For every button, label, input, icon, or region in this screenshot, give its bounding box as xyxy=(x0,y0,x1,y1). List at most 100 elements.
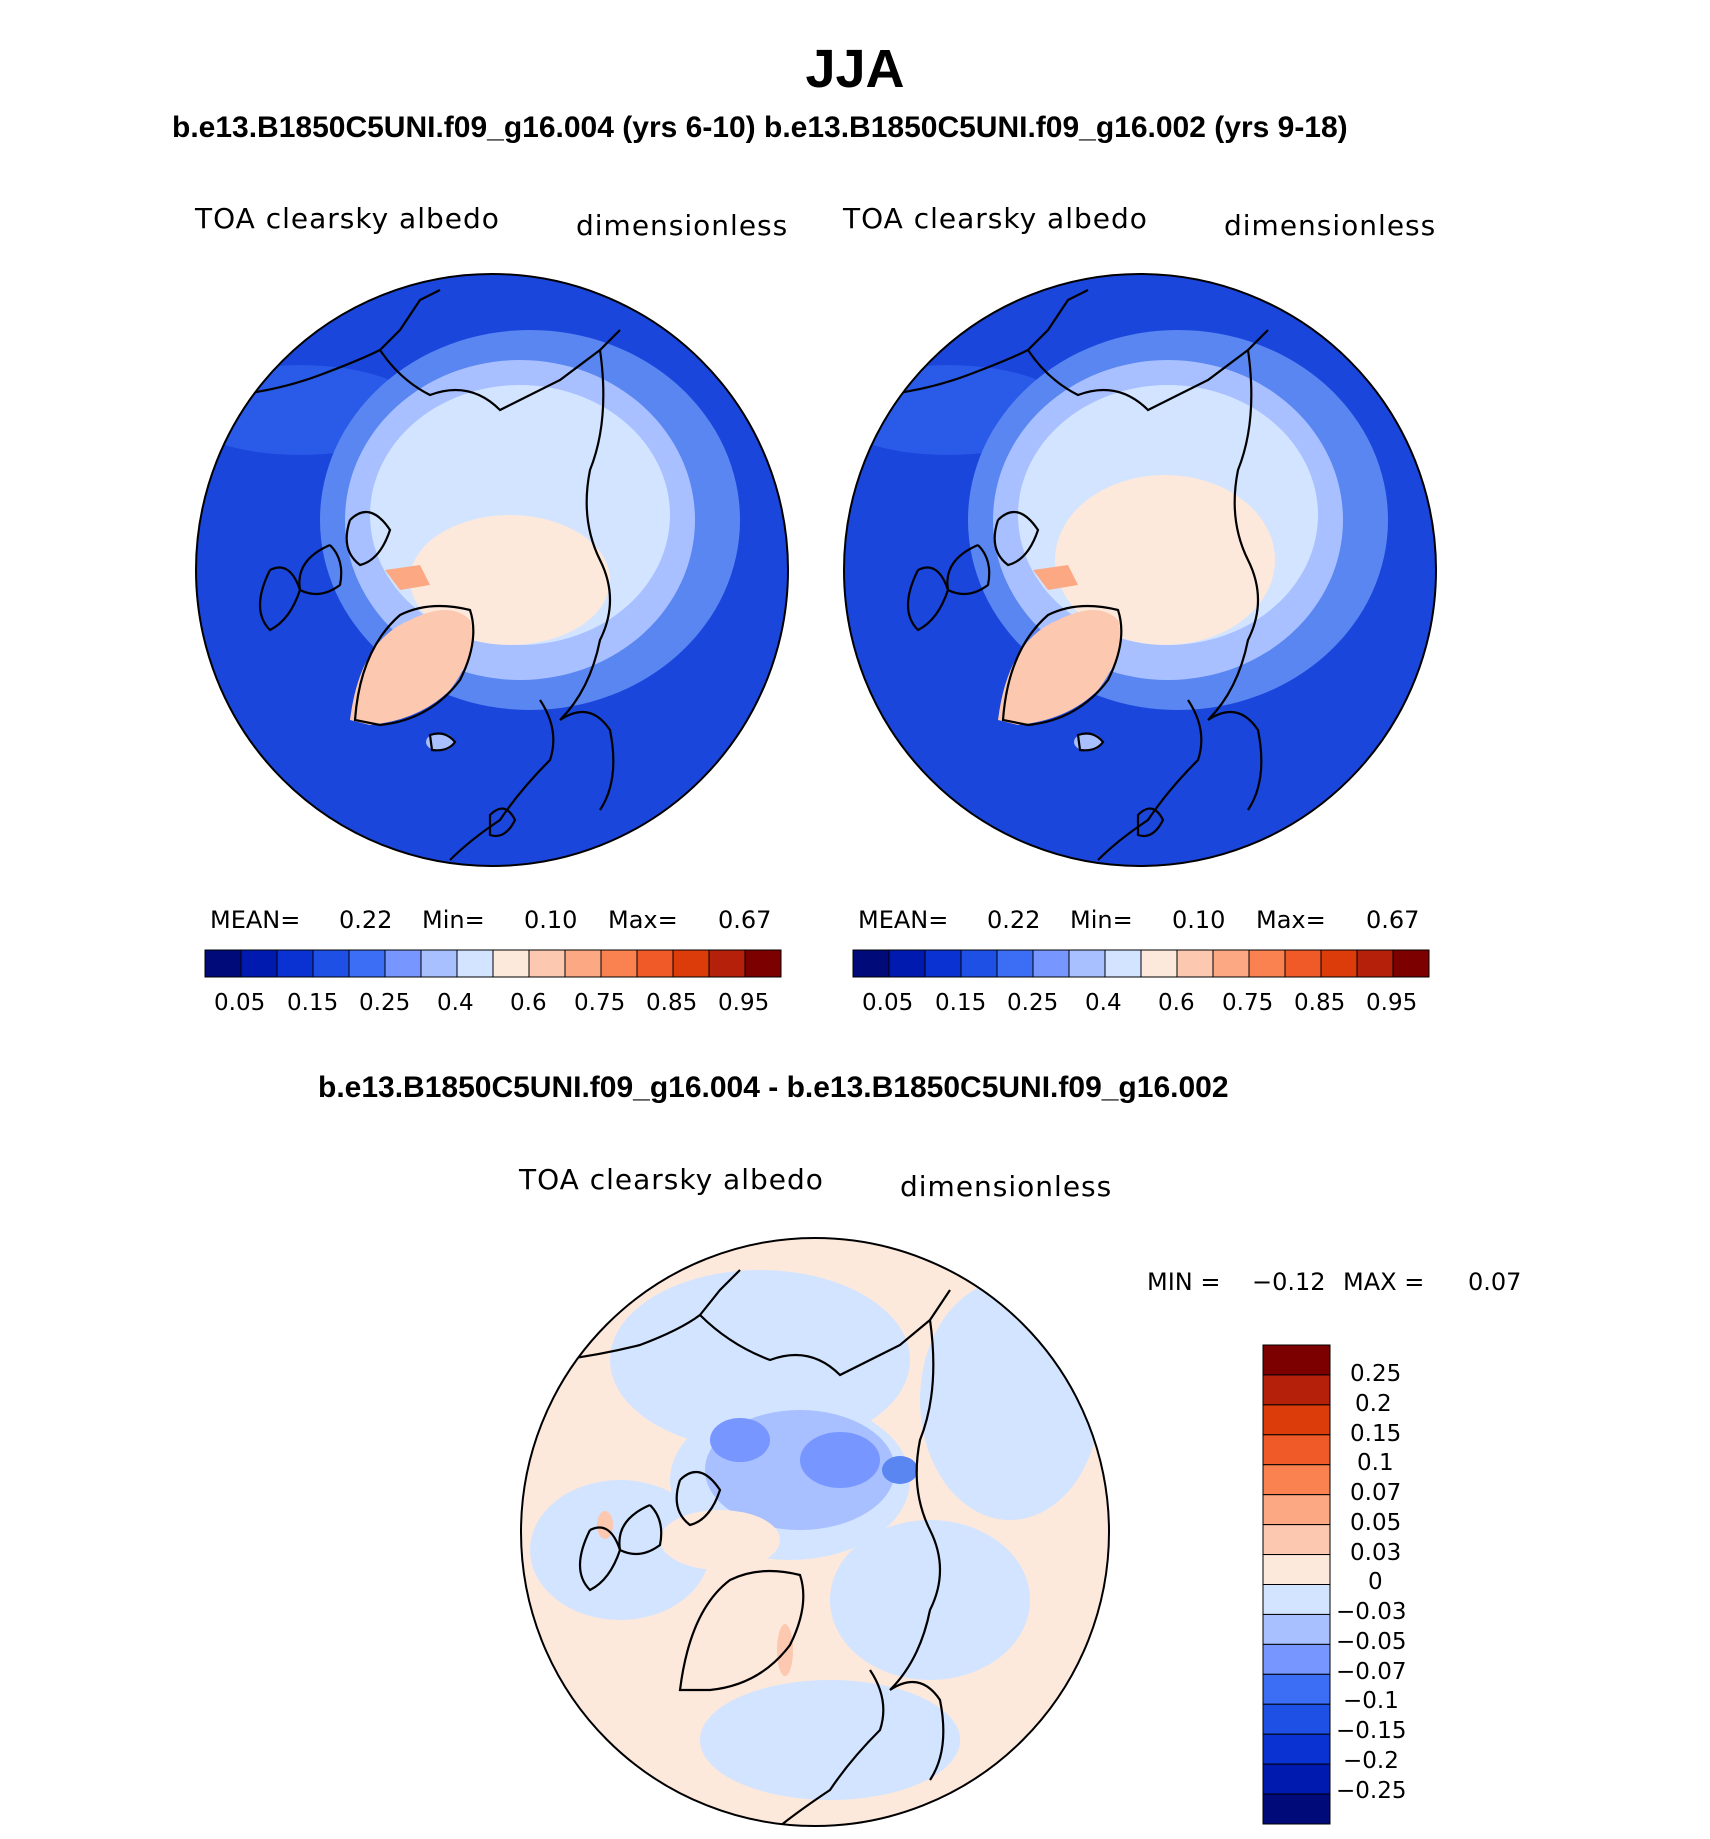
colorbar-swatch xyxy=(1262,1613,1331,1645)
colorbar-swatch xyxy=(528,949,566,978)
panel2-units-label: dimensionless xyxy=(1224,209,1437,242)
colorbar-swatch xyxy=(384,949,422,978)
colorbar-swatch xyxy=(1356,949,1394,978)
colorbar-swatch xyxy=(1262,1434,1331,1466)
colorbar-tick: −0.2 xyxy=(1343,1748,1399,1774)
colorbar-swatch xyxy=(1140,949,1178,978)
colorbar-swatch xyxy=(1176,949,1214,978)
colorbar-tick: 0.6 xyxy=(510,990,547,1016)
colorbar-tick: 0.03 xyxy=(1350,1540,1402,1566)
difference-units-label: dimensionless xyxy=(900,1170,1113,1203)
colorbar-swatch xyxy=(1104,949,1142,978)
colorbar-swatch xyxy=(852,949,890,978)
colorbar-tick: 0 xyxy=(1368,1569,1383,1595)
colorbar-swatch xyxy=(1068,949,1106,978)
panel1-max-value: 0.67 xyxy=(718,906,772,934)
colorbar-swatch xyxy=(1262,1643,1331,1675)
difference-variable-label: TOA clearsky albedo xyxy=(519,1163,824,1196)
colorbar-tick: 0.15 xyxy=(935,990,987,1016)
colorbar-swatch xyxy=(708,949,746,978)
colorbar-swatch xyxy=(1262,1524,1331,1556)
colorbar-swatch xyxy=(1262,1763,1331,1795)
colorbar-swatch xyxy=(1262,1464,1331,1496)
colorbar-swatch xyxy=(960,949,998,978)
panel1-colorbar xyxy=(204,949,782,978)
colorbar-tick: −0.25 xyxy=(1336,1778,1407,1804)
panel1-mean-label: MEAN= xyxy=(210,906,301,934)
panel2-polar-map xyxy=(843,273,1437,867)
colorbar-swatch xyxy=(1262,1374,1331,1406)
difference-colorbar xyxy=(1262,1344,1331,1825)
colorbar-tick: −0.05 xyxy=(1336,1629,1407,1655)
colorbar-swatch xyxy=(276,949,314,978)
panel2-max-label: Max= xyxy=(1256,906,1326,934)
colorbar-swatch xyxy=(636,949,674,978)
colorbar-swatch xyxy=(1248,949,1286,978)
colorbar-swatch xyxy=(564,949,602,978)
panel1-min-value: 0.10 xyxy=(524,906,578,934)
panel1-mean-value: 0.22 xyxy=(339,906,393,934)
colorbar-swatch xyxy=(1262,1554,1331,1585)
figure-subtitle: b.e13.B1850C5UNI.f09_g16.004 (yrs 6-10) … xyxy=(172,111,1348,144)
difference-max-label: MAX = xyxy=(1343,1268,1425,1296)
colorbar-tick: 0.6 xyxy=(1158,990,1195,1016)
colorbar-tick: 0.05 xyxy=(214,990,266,1016)
colorbar-tick: 0.75 xyxy=(1222,990,1274,1016)
difference-min-value: −0.12 xyxy=(1252,1268,1326,1296)
colorbar-swatch xyxy=(1262,1584,1331,1615)
colorbar-tick: 0.25 xyxy=(1007,990,1059,1016)
colorbar-tick: −0.1 xyxy=(1343,1688,1399,1714)
colorbar-swatch xyxy=(1262,1344,1331,1376)
colorbar-swatch xyxy=(1320,949,1358,978)
colorbar-swatch xyxy=(204,949,242,978)
colorbar-tick: 0.07 xyxy=(1350,1480,1402,1506)
colorbar-tick: 0.4 xyxy=(1085,990,1122,1016)
panel2-mean-value: 0.22 xyxy=(987,906,1041,934)
colorbar-tick: 0.25 xyxy=(1350,1361,1402,1387)
colorbar-tick: 0.2 xyxy=(1355,1391,1392,1417)
colorbar-tick: −0.03 xyxy=(1336,1599,1407,1625)
colorbar-tick: 0.85 xyxy=(646,990,698,1016)
colorbar-tick: 0.85 xyxy=(1294,990,1346,1016)
difference-max-value: 0.07 xyxy=(1468,1268,1522,1296)
colorbar-tick: 0.15 xyxy=(1350,1421,1402,1447)
colorbar-tick: 0.15 xyxy=(287,990,339,1016)
colorbar-tick: 0.75 xyxy=(574,990,626,1016)
colorbar-swatch xyxy=(348,949,386,978)
colorbar-tick: 0.1 xyxy=(1357,1450,1394,1476)
panel2-variable-label: TOA clearsky albedo xyxy=(843,202,1148,235)
panel2-colorbar xyxy=(852,949,1430,978)
colorbar-tick: 0.25 xyxy=(359,990,411,1016)
panel1-min-label: Min= xyxy=(422,906,485,934)
colorbar-swatch xyxy=(888,949,926,978)
colorbar-swatch xyxy=(672,949,710,978)
colorbar-swatch xyxy=(1212,949,1250,978)
colorbar-swatch xyxy=(1262,1494,1331,1526)
panel2-mean-label: MEAN= xyxy=(858,906,949,934)
colorbar-swatch xyxy=(1262,1793,1331,1825)
panel1-units-label: dimensionless xyxy=(576,209,789,242)
colorbar-swatch xyxy=(1284,949,1322,978)
colorbar-tick: 0.95 xyxy=(1366,990,1418,1016)
colorbar-swatch xyxy=(1262,1673,1331,1705)
colorbar-swatch xyxy=(1262,1733,1331,1765)
panel2-min-value: 0.10 xyxy=(1172,906,1226,934)
colorbar-swatch xyxy=(456,949,494,978)
colorbar-swatch xyxy=(1262,1703,1331,1735)
colorbar-swatch xyxy=(420,949,458,978)
panel2-min-label: Min= xyxy=(1070,906,1133,934)
colorbar-tick: −0.15 xyxy=(1336,1718,1407,1744)
colorbar-swatch xyxy=(924,949,962,978)
colorbar-swatch xyxy=(492,949,530,978)
colorbar-tick: −0.07 xyxy=(1336,1659,1407,1685)
difference-min-label: MIN = xyxy=(1147,1268,1221,1296)
colorbar-swatch xyxy=(240,949,278,978)
colorbar-swatch xyxy=(600,949,638,978)
figure-title: JJA xyxy=(805,39,905,99)
colorbar-swatch xyxy=(1392,949,1430,978)
colorbar-swatch xyxy=(1262,1404,1331,1436)
colorbar-swatch xyxy=(744,949,782,978)
colorbar-swatch xyxy=(996,949,1034,978)
difference-title: b.e13.B1850C5UNI.f09_g16.004 - b.e13.B18… xyxy=(318,1071,1229,1104)
